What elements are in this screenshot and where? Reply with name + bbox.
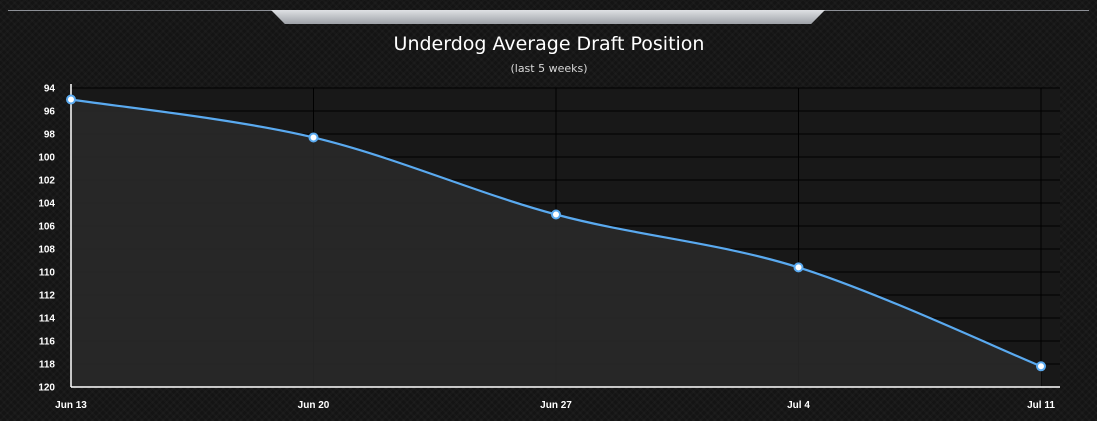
- y-tick-label: 98: [44, 130, 56, 141]
- y-tick-label: 102: [38, 176, 55, 187]
- y-tick-label: 110: [39, 268, 56, 279]
- series-area: [71, 99, 1041, 387]
- y-tick-label: 104: [38, 199, 55, 210]
- x-tick-label: Jun 27: [540, 400, 572, 411]
- data-point[interactable]: [793, 262, 804, 273]
- y-tick-label: 112: [39, 291, 56, 302]
- y-tick-label: 96: [44, 107, 56, 118]
- y-tick-label: 114: [39, 314, 56, 325]
- y-tick-label: 116: [39, 337, 56, 348]
- chart-title: Underdog Average Draft Position: [394, 33, 705, 55]
- x-tick-label: Jul 4: [787, 400, 810, 411]
- data-point[interactable]: [551, 209, 561, 220]
- y-tick-label: 106: [38, 222, 55, 233]
- y-tick-label: 94: [44, 84, 56, 95]
- y-tick-label: 118: [39, 360, 56, 371]
- x-tick-label: Jun 20: [298, 400, 330, 411]
- data-point[interactable]: [1036, 361, 1046, 372]
- y-tick-label: 108: [38, 245, 55, 256]
- y-tick-label: 120: [38, 383, 55, 394]
- data-point[interactable]: [308, 132, 319, 143]
- data-point[interactable]: [66, 94, 76, 105]
- chart-subtitle: (last 5 weeks): [510, 62, 587, 75]
- y-tick-label: 100: [38, 153, 55, 164]
- top-tab-decoration: [271, 10, 825, 24]
- x-tick-label: Jun 13: [55, 400, 87, 411]
- x-tick-label: Jul 11: [1027, 400, 1055, 411]
